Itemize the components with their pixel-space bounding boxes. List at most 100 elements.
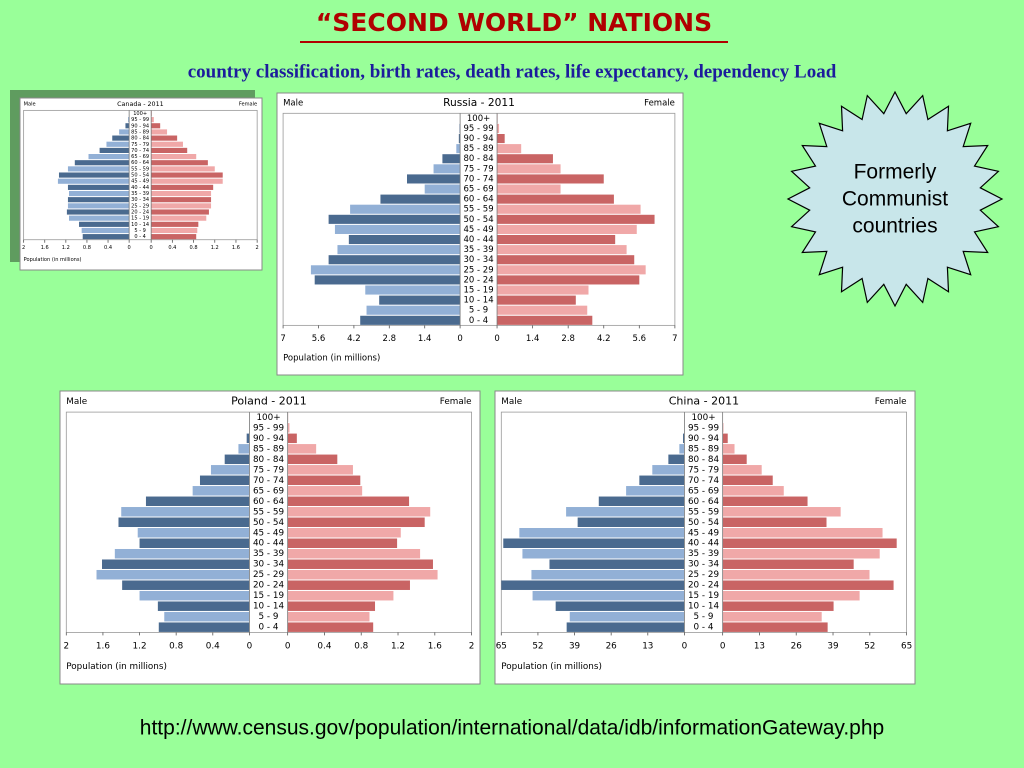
bar-male [379, 295, 461, 305]
x-tick-label: 13 [754, 641, 765, 651]
x-tick-label: 1.6 [96, 641, 110, 651]
bar-female [497, 285, 589, 295]
bar-female [722, 475, 773, 486]
age-label: 90 - 94 [464, 134, 494, 144]
age-label: 75 - 79 [253, 465, 284, 475]
bar-male [139, 538, 250, 548]
age-label: 95 - 99 [131, 117, 149, 123]
bar-male [442, 154, 461, 164]
bar-male [158, 622, 250, 632]
legend-female: Female [440, 397, 472, 407]
bar-male [683, 433, 685, 444]
age-label: 45 - 49 [464, 225, 494, 235]
age-label: 75 - 79 [464, 164, 494, 174]
x-tick-label: 2 [63, 641, 69, 651]
bar-female [497, 214, 655, 224]
bar-female [497, 184, 561, 194]
bar-female [151, 147, 188, 153]
bar-female [287, 517, 425, 528]
x-tick-label: 1.6 [41, 245, 49, 251]
bar-female [151, 123, 161, 129]
age-label: 40 - 44 [253, 539, 285, 549]
bar-female [722, 496, 808, 507]
age-label: 20 - 24 [131, 210, 149, 216]
bar-male [157, 601, 250, 611]
x-tick-label: 1.4 [526, 334, 540, 344]
age-label: 70 - 74 [464, 174, 494, 184]
age-label: 80 - 84 [131, 136, 149, 142]
age-label: 95 - 99 [688, 423, 719, 433]
bar-female [287, 486, 363, 496]
age-label: 5 - 9 [259, 612, 279, 622]
chart-panel [19, 97, 263, 271]
bar-female [151, 141, 183, 147]
bar-female [497, 245, 627, 255]
bar-male [96, 569, 250, 580]
bar-female [497, 144, 522, 154]
x-tick-label: 0.4 [317, 641, 331, 651]
starburst [786, 90, 1004, 308]
chart-panel [276, 92, 684, 376]
bar-male [192, 486, 250, 496]
plot-frame [500, 411, 907, 633]
x-tick-label: 0 [457, 334, 462, 344]
bar-female [722, 423, 724, 433]
legend-male: Male [66, 397, 87, 407]
age-label: 80 - 84 [464, 154, 494, 164]
bar-female [151, 129, 168, 135]
bar-male [407, 174, 461, 184]
x-tick-label: 39 [827, 641, 838, 651]
bar-male [67, 166, 130, 172]
chart-title: Russia - 2011 [443, 96, 515, 109]
age-label: 35 - 39 [131, 191, 149, 197]
age-label: 95 - 99 [253, 423, 284, 433]
bar-female [287, 622, 374, 632]
age-label: 50 - 54 [464, 215, 494, 225]
x-tick-label: 1.6 [428, 641, 442, 651]
bar-female [151, 209, 209, 215]
bar-female [722, 538, 897, 548]
age-label: 25 - 29 [253, 570, 284, 580]
bar-female [151, 172, 223, 178]
x-tick-label: 0 [682, 641, 688, 651]
age-label: 10 - 14 [253, 602, 285, 612]
bar-female [151, 184, 214, 190]
x-tick-label: 52 [532, 641, 543, 651]
age-label: 55 - 59 [131, 166, 149, 172]
age-label: 10 - 14 [131, 222, 149, 228]
age-label: 30 - 34 [253, 560, 285, 570]
age-label: 95 - 99 [464, 124, 494, 134]
x-tick-label: 0.8 [190, 245, 198, 251]
age-label: 20 - 24 [464, 275, 494, 285]
bar-female [722, 569, 870, 580]
age-label: 45 - 49 [131, 179, 149, 185]
bar-male [569, 611, 685, 622]
age-label: 75 - 79 [131, 142, 149, 148]
bar-female [287, 465, 353, 475]
bar-male [679, 444, 685, 454]
bar-female [151, 221, 199, 227]
age-label: 85 - 89 [688, 444, 719, 454]
age-label: 30 - 34 [688, 560, 720, 570]
bar-male [566, 622, 685, 632]
bar-male [328, 255, 461, 265]
x-tick-label: 7 [672, 334, 677, 344]
age-label: 45 - 49 [688, 528, 719, 538]
bar-female [722, 601, 834, 611]
bar-female [497, 123, 500, 134]
bar-female [287, 423, 290, 433]
age-label: 0 - 4 [134, 234, 146, 240]
legend-male: Male [283, 98, 303, 108]
bar-female [151, 190, 212, 197]
age-label: 90 - 94 [253, 434, 285, 444]
plot-frame [65, 411, 472, 633]
age-label: 85 - 89 [253, 444, 284, 454]
bar-male [69, 215, 130, 221]
bar-male [121, 507, 250, 517]
bar-male [119, 129, 130, 135]
bar-male [380, 194, 461, 204]
bar-female [287, 548, 421, 559]
bar-female [497, 295, 576, 305]
x-tick-label: 0.4 [168, 245, 176, 251]
x-tick-label: 1.2 [391, 641, 405, 651]
